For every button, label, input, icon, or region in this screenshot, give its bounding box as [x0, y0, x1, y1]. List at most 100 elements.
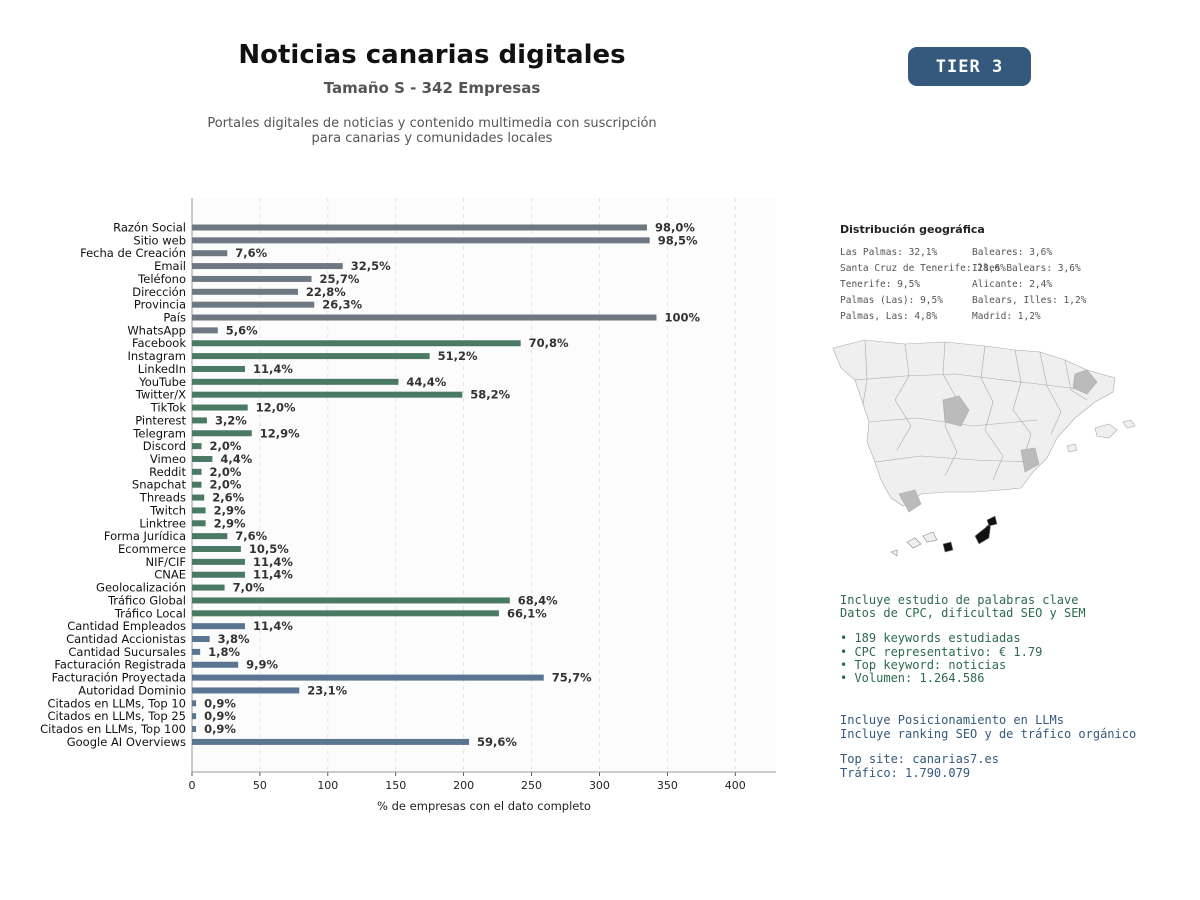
data-label: 23,1% [307, 683, 347, 697]
category-label: Citados en LLMs, Top 100 [40, 722, 186, 736]
data-label: 11,4% [253, 362, 293, 376]
category-label: Facturación Proyectada [52, 671, 186, 685]
geo-item: Balears, Illes: 1,2% [972, 295, 1087, 306]
bar [192, 713, 197, 720]
data-label: 0,9% [204, 709, 236, 723]
data-label: 22,8% [306, 285, 346, 299]
category-label: Cantidad Sucursales [68, 645, 186, 659]
map-balearic-2 [1122, 419, 1136, 429]
data-label: 2,0% [210, 465, 242, 479]
category-label: LinkedIn [138, 362, 186, 376]
category-label: Citados en LLMs, Top 10 [47, 696, 186, 710]
category-label: YouTube [138, 375, 186, 389]
map-gran-canaria [974, 521, 992, 545]
x-axis-label: % de empresas con el dato completo [377, 799, 591, 813]
data-label: 98,5% [658, 233, 698, 247]
data-label: 44,4% [406, 375, 446, 389]
x-tick-label: 250 [521, 779, 542, 792]
spain-map [832, 339, 1136, 557]
category-label: Telegram [132, 426, 186, 440]
category-label: Razón Social [113, 221, 186, 235]
category-label: Teléfono [137, 272, 186, 286]
data-label: 2,6% [212, 491, 244, 505]
category-label: Citados en LLMs, Top 25 [47, 709, 186, 723]
llm-traffic: Tráfico: 1.790.079 [840, 766, 971, 780]
category-label: Instagram [127, 349, 186, 363]
bar [192, 597, 510, 604]
category-label: Dirección [132, 285, 186, 299]
data-label: 7,6% [235, 529, 267, 543]
category-label: NIF/CIF [145, 555, 186, 569]
geo-item: Palmas, Las: 4,8% [840, 311, 938, 322]
bar [192, 726, 197, 733]
data-label: 70,8% [529, 336, 569, 350]
tier-badge: TIER 3 [908, 47, 1031, 86]
bar [192, 237, 650, 244]
category-label: Discord [143, 439, 186, 453]
data-label: 58,2% [470, 388, 510, 402]
bar [192, 263, 343, 270]
geo-item: Baleares: 3,6% [972, 247, 1053, 258]
page-subtitle: Tamaño S - 342 Empresas [323, 79, 541, 97]
category-label: Tráfico Global [107, 593, 186, 607]
bar [192, 533, 228, 540]
bar [192, 546, 241, 552]
bar [192, 571, 245, 578]
category-label: Facebook [132, 336, 186, 350]
llm-line-2: Incluye ranking SEO y de tráfico orgánic… [840, 727, 1137, 741]
bar [192, 443, 202, 450]
x-tick-label: 0 [189, 779, 196, 792]
x-tick-label: 150 [385, 779, 406, 792]
bar [192, 378, 399, 385]
bar [192, 430, 252, 437]
data-label: 3,2% [215, 413, 247, 427]
bar [192, 404, 248, 411]
keywords-line-1: Incluye estudio de palabras clave [840, 593, 1079, 607]
data-label: 2,9% [214, 516, 246, 530]
geo-item: Palmas (Las): 9,5% [840, 295, 943, 306]
data-label: 12,0% [256, 401, 296, 415]
llm-line-1: Incluye Posicionamiento en LLMs [840, 713, 1064, 727]
map-canary-islands [890, 515, 998, 557]
bar [192, 468, 202, 475]
category-label: Snapchat [132, 478, 187, 492]
data-label: 5,6% [226, 323, 258, 337]
category-label: Linktree [139, 516, 186, 530]
category-label: Cantidad Empleados [67, 619, 186, 633]
category-label: Cantidad Accionistas [66, 632, 186, 646]
data-label: 7,0% [233, 581, 265, 595]
bar [192, 738, 470, 745]
data-label: 2,0% [210, 478, 242, 492]
bar [192, 520, 206, 527]
bar [192, 391, 463, 398]
data-label: 10,5% [249, 542, 289, 556]
map-highlight-andalusia [898, 489, 922, 513]
keywords-bullet: • CPC representativo: € 1.79 [840, 645, 1043, 659]
geo-title: Distribución geográfica [840, 223, 985, 236]
data-label: 2,9% [214, 503, 246, 517]
bar [192, 250, 228, 257]
category-label: Facturación Registrada [54, 658, 186, 672]
data-label: 11,4% [253, 619, 293, 633]
bar [192, 327, 218, 334]
geo-item: Alicante: 2,4% [972, 279, 1053, 290]
bar [192, 224, 647, 231]
data-label: 59,6% [477, 735, 517, 749]
category-label: WhatsApp [127, 323, 186, 337]
category-label: Fecha de Creación [80, 246, 186, 260]
bar [192, 636, 210, 643]
bar [192, 417, 207, 424]
data-label: 0,9% [204, 696, 236, 710]
x-tick-label: 300 [589, 779, 610, 792]
plot-background [192, 198, 776, 772]
x-tick-label: 400 [725, 779, 746, 792]
data-label: 7,6% [235, 246, 267, 260]
data-label: 11,4% [253, 568, 293, 582]
category-label: Reddit [149, 465, 186, 479]
page-description: Portales digitales de noticias y conteni… [207, 116, 657, 146]
category-label: TikTok [150, 401, 187, 415]
map-highlight-catalonia [1072, 369, 1098, 395]
category-label: Pinterest [135, 413, 186, 427]
data-label: 25,7% [320, 272, 360, 286]
map-balearic-1 [1094, 423, 1118, 439]
